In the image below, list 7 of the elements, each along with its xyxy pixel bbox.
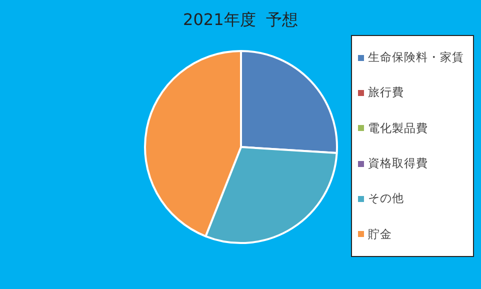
legend-label: その他 bbox=[368, 191, 404, 206]
legend-label: 旅行費 bbox=[368, 85, 404, 100]
legend-label: 電化製品費 bbox=[368, 120, 428, 136]
legend-label: 資格取得費 bbox=[368, 156, 428, 172]
chart-title: 2021年度 予想 bbox=[182, 10, 299, 31]
legend-label: 貯金 bbox=[368, 226, 392, 242]
legend-label: 生命保険料・家賃 bbox=[368, 50, 464, 66]
